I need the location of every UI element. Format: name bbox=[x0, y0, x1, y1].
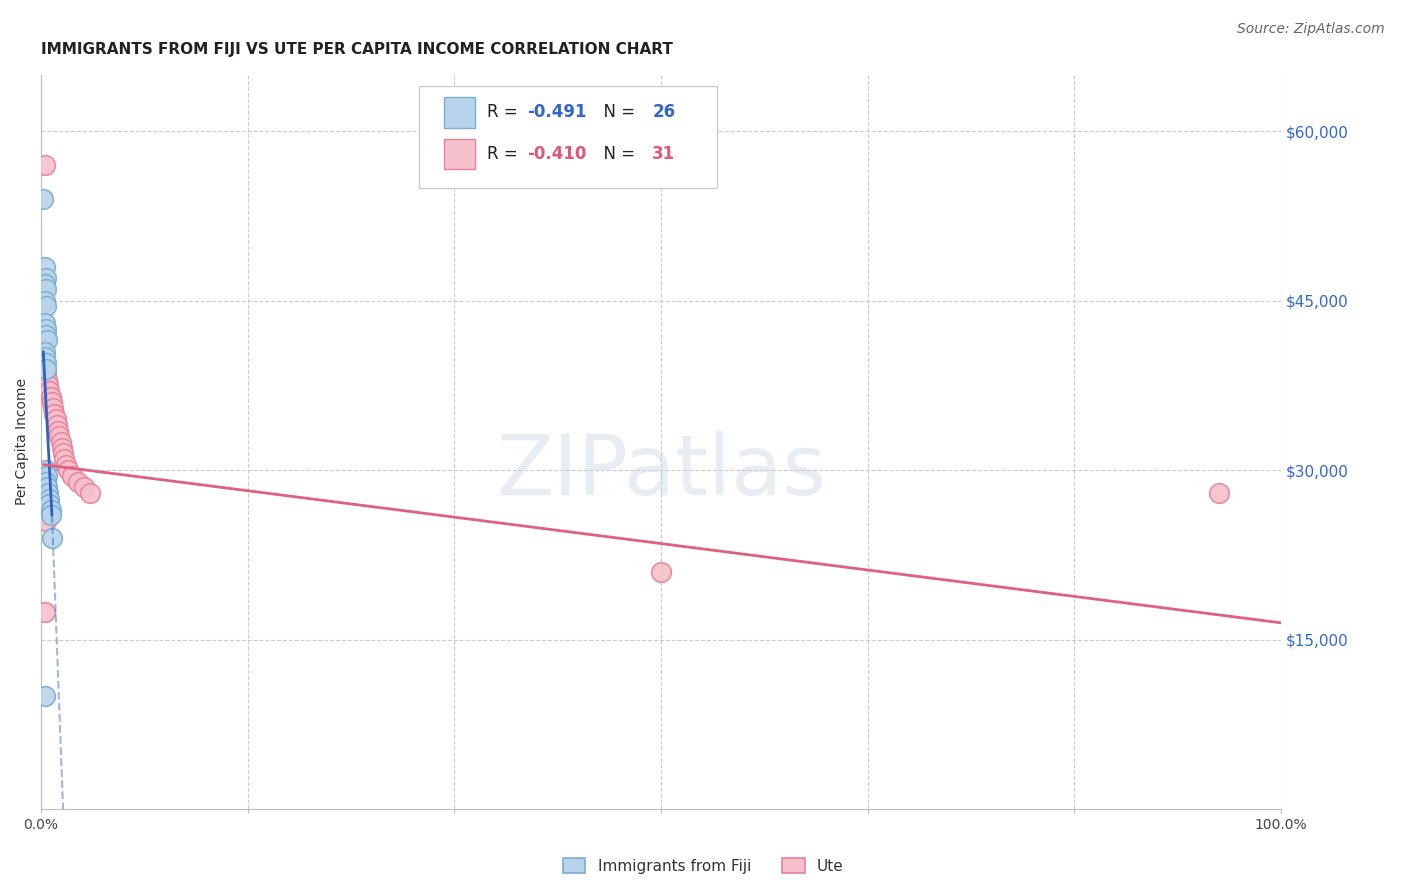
Legend: Immigrants from Fiji, Ute: Immigrants from Fiji, Ute bbox=[557, 852, 849, 880]
FancyBboxPatch shape bbox=[419, 86, 717, 188]
Point bbox=[55, 458, 77, 472]
Point bbox=[34, 690, 56, 704]
Bar bbox=[444, 97, 475, 128]
Point bbox=[35, 299, 58, 313]
Text: 31: 31 bbox=[652, 145, 675, 163]
Point bbox=[650, 565, 672, 579]
Point bbox=[34, 158, 56, 172]
Point bbox=[35, 361, 58, 376]
Point bbox=[60, 469, 83, 483]
Point bbox=[34, 277, 56, 291]
Point bbox=[35, 282, 58, 296]
Point bbox=[35, 514, 58, 528]
Point bbox=[35, 333, 58, 347]
Point bbox=[39, 508, 62, 523]
Text: Source: ZipAtlas.com: Source: ZipAtlas.com bbox=[1237, 22, 1385, 37]
Point bbox=[34, 344, 56, 359]
Point bbox=[35, 327, 58, 342]
Point bbox=[44, 407, 66, 421]
Text: R =: R = bbox=[488, 145, 523, 163]
Point bbox=[34, 260, 56, 274]
Point bbox=[48, 429, 70, 443]
Point bbox=[34, 503, 56, 517]
Text: R =: R = bbox=[488, 103, 523, 121]
Point bbox=[41, 395, 63, 409]
Point bbox=[34, 508, 56, 523]
Point bbox=[49, 434, 72, 449]
Point bbox=[35, 480, 58, 494]
Point bbox=[42, 401, 65, 415]
Point bbox=[1208, 486, 1230, 500]
Y-axis label: Per Capita Income: Per Capita Income bbox=[15, 378, 30, 506]
Point bbox=[34, 350, 56, 364]
Point bbox=[52, 446, 75, 460]
Point bbox=[53, 452, 76, 467]
Point bbox=[66, 475, 89, 489]
Text: N =: N = bbox=[593, 145, 640, 163]
Point bbox=[79, 486, 101, 500]
Text: IMMIGRANTS FROM FIJI VS UTE PER CAPITA INCOME CORRELATION CHART: IMMIGRANTS FROM FIJI VS UTE PER CAPITA I… bbox=[41, 42, 672, 57]
Text: -0.410: -0.410 bbox=[527, 145, 586, 163]
Point bbox=[46, 424, 69, 438]
Point bbox=[35, 475, 58, 489]
Point bbox=[73, 480, 96, 494]
Text: ZIPatlas: ZIPatlas bbox=[496, 431, 825, 512]
Point bbox=[56, 463, 79, 477]
Point bbox=[35, 356, 58, 370]
Point bbox=[35, 469, 58, 483]
Point bbox=[35, 463, 58, 477]
Point bbox=[32, 192, 55, 206]
Point bbox=[37, 486, 59, 500]
Point bbox=[34, 293, 56, 308]
Point bbox=[39, 503, 62, 517]
Bar bbox=[444, 138, 475, 169]
Point bbox=[38, 497, 60, 511]
Point bbox=[32, 491, 55, 506]
Point bbox=[51, 441, 73, 455]
Point bbox=[45, 417, 67, 432]
Point bbox=[34, 605, 56, 619]
Point bbox=[41, 531, 63, 545]
Text: 26: 26 bbox=[652, 103, 675, 121]
Point bbox=[38, 491, 60, 506]
Point bbox=[34, 316, 56, 330]
Point bbox=[35, 373, 58, 387]
Point bbox=[39, 390, 62, 404]
Point bbox=[35, 271, 58, 285]
Point bbox=[35, 367, 58, 381]
Point bbox=[45, 412, 67, 426]
Point bbox=[37, 378, 59, 392]
Text: -0.491: -0.491 bbox=[527, 103, 586, 121]
Point bbox=[38, 384, 60, 398]
Point bbox=[34, 497, 56, 511]
Point bbox=[35, 322, 58, 336]
Text: N =: N = bbox=[593, 103, 640, 121]
